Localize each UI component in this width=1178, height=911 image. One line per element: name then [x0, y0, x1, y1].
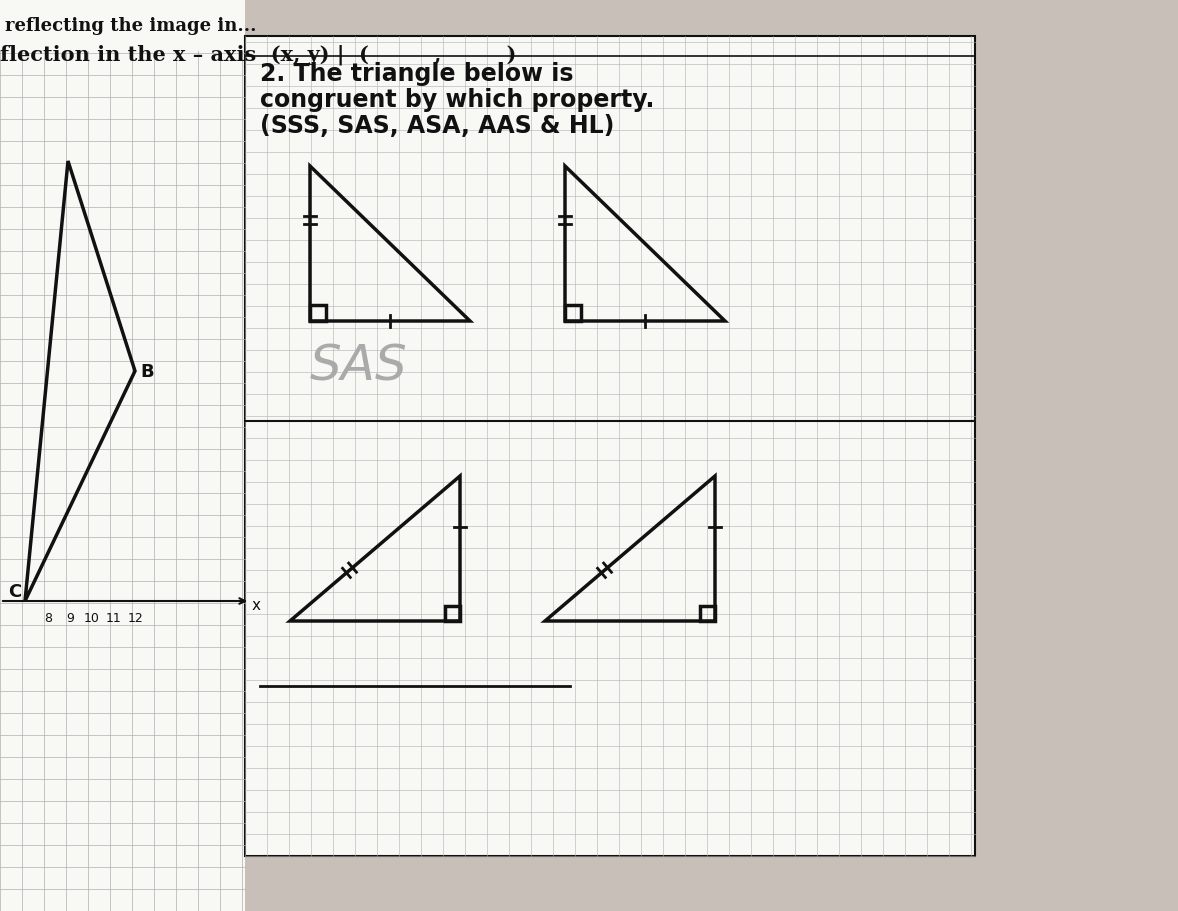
Text: congruent by which property.: congruent by which property.	[260, 87, 654, 112]
Bar	[0, 0, 245, 911]
Text: reflecting the image in...: reflecting the image in...	[5, 17, 257, 35]
Text: 2. The triangle below is: 2. The triangle below is	[260, 62, 574, 86]
Bar	[445, 607, 459, 621]
Text: (SSS, SAS, ASA, AAS & HL): (SSS, SAS, ASA, AAS & HL)	[260, 114, 615, 138]
Text: 12: 12	[128, 611, 144, 624]
Text: 9: 9	[66, 611, 74, 624]
Bar	[565, 306, 581, 322]
Text: B: B	[140, 363, 153, 381]
Text: SAS: SAS	[310, 342, 408, 390]
Bar	[310, 306, 326, 322]
Text: 10: 10	[84, 611, 100, 624]
Bar	[245, 37, 975, 856]
Text: flection in the x – axis  (x, y) |  (         ,         ): flection in the x – axis (x, y) | ( , )	[0, 44, 516, 65]
Text: C: C	[8, 582, 21, 600]
Text: 11: 11	[106, 611, 121, 624]
Text: 8: 8	[44, 611, 52, 624]
Text: x: x	[252, 598, 262, 612]
Bar	[700, 607, 715, 621]
